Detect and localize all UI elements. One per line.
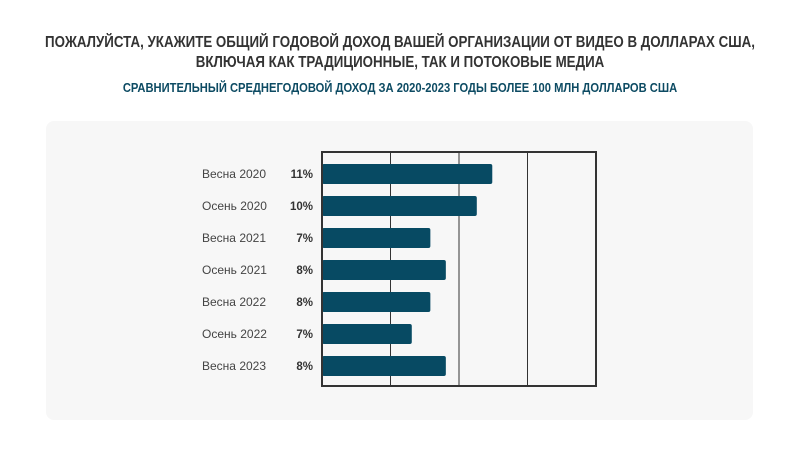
category-label: Осень 2020 <box>202 199 267 213</box>
plot-frame <box>321 151 597 387</box>
category-label: Осень 2022 <box>202 327 267 341</box>
bar <box>322 292 431 312</box>
bar <box>322 228 431 248</box>
title-line-2: ВКЛЮЧАЯ КАК ТРАДИЦИОННЫЕ, ТАК И ПОТОКОВЫ… <box>195 54 605 71</box>
data-label: 8% <box>296 297 313 309</box>
bar <box>322 164 493 184</box>
title-line-1: ПОЖАЛУЙСТА, УКАЖИТЕ ОБЩИЙ ГОДОВОЙ ДОХОД … <box>45 34 755 51</box>
data-label: 10% <box>290 201 313 213</box>
bar <box>322 260 446 280</box>
category-label: Осень 2021 <box>202 263 267 277</box>
data-label: 7% <box>296 233 313 245</box>
data-label: 8% <box>296 361 313 373</box>
chart-subtitle: СРАВНИТЕЛЬНЫЙ СРЕДНЕГОДОВОЙ ДОХОД ЗА 202… <box>122 80 678 95</box>
data-label: 7% <box>296 329 313 341</box>
data-label: 11% <box>291 169 313 181</box>
category-label: Весна 2022 <box>202 295 266 309</box>
data-label: 8% <box>296 265 313 277</box>
category-label: Весна 2021 <box>202 231 266 245</box>
category-label: Весна 2020 <box>202 167 266 181</box>
category-label: Весна 2023 <box>202 359 266 373</box>
bar <box>322 196 477 216</box>
bar <box>322 324 412 344</box>
chart-title: ПОЖАЛУЙСТА, УКАЖИТЕ ОБЩИЙ ГОДОВОЙ ДОХОД … <box>0 33 800 73</box>
bar <box>322 356 446 376</box>
